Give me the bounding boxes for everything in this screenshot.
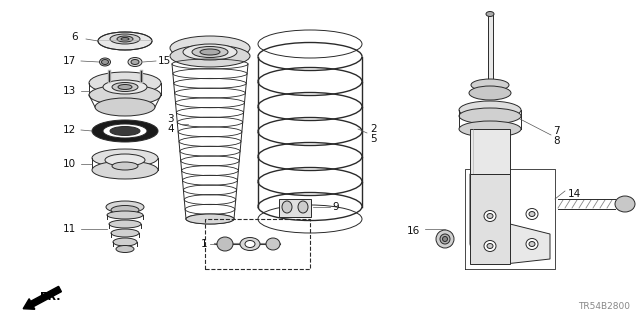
- Ellipse shape: [131, 60, 139, 64]
- Text: 4: 4: [167, 124, 173, 134]
- Text: 11: 11: [63, 224, 76, 234]
- FancyArrow shape: [23, 286, 61, 309]
- Bar: [470, 129, 510, 174]
- Ellipse shape: [116, 246, 134, 253]
- Ellipse shape: [183, 44, 237, 60]
- Text: 17: 17: [63, 56, 76, 66]
- Ellipse shape: [615, 196, 635, 212]
- Ellipse shape: [459, 108, 521, 124]
- Ellipse shape: [92, 161, 158, 179]
- Text: 13: 13: [63, 86, 76, 96]
- Bar: [205, 219, 310, 269]
- Text: TR54B2800: TR54B2800: [578, 302, 630, 311]
- Ellipse shape: [484, 241, 496, 251]
- Ellipse shape: [217, 237, 233, 251]
- Ellipse shape: [113, 238, 137, 246]
- Ellipse shape: [170, 36, 250, 60]
- Ellipse shape: [109, 220, 141, 228]
- Bar: [488, 14, 493, 91]
- Text: 10: 10: [63, 159, 76, 169]
- Ellipse shape: [266, 238, 280, 250]
- Ellipse shape: [440, 234, 450, 244]
- Ellipse shape: [112, 83, 138, 92]
- Ellipse shape: [110, 34, 140, 44]
- Ellipse shape: [200, 49, 220, 55]
- Polygon shape: [470, 174, 550, 264]
- Ellipse shape: [110, 127, 140, 136]
- Text: 9: 9: [332, 202, 339, 212]
- Text: 8: 8: [553, 136, 559, 146]
- Ellipse shape: [170, 45, 250, 67]
- Ellipse shape: [487, 243, 493, 249]
- Ellipse shape: [471, 79, 509, 91]
- Ellipse shape: [128, 57, 142, 66]
- Ellipse shape: [95, 98, 155, 116]
- Ellipse shape: [89, 85, 161, 105]
- Ellipse shape: [117, 36, 133, 42]
- Bar: [470, 174, 510, 264]
- Ellipse shape: [111, 205, 139, 214]
- Text: 12: 12: [63, 125, 76, 135]
- Bar: [279, 199, 311, 217]
- Text: 14: 14: [568, 189, 581, 199]
- Ellipse shape: [121, 38, 129, 41]
- Ellipse shape: [92, 120, 158, 142]
- Ellipse shape: [469, 86, 511, 100]
- Ellipse shape: [92, 149, 158, 167]
- Text: 6: 6: [71, 32, 77, 42]
- Text: FR.: FR.: [40, 292, 61, 302]
- Ellipse shape: [459, 101, 521, 119]
- Text: 15: 15: [158, 56, 172, 66]
- Ellipse shape: [118, 85, 132, 90]
- Ellipse shape: [106, 201, 144, 213]
- Ellipse shape: [298, 201, 308, 213]
- Ellipse shape: [529, 211, 535, 217]
- Ellipse shape: [107, 211, 143, 219]
- Ellipse shape: [282, 201, 292, 213]
- Text: 16: 16: [407, 226, 420, 236]
- Ellipse shape: [459, 121, 521, 137]
- Ellipse shape: [442, 236, 447, 241]
- Ellipse shape: [99, 58, 111, 66]
- Ellipse shape: [89, 72, 161, 94]
- Ellipse shape: [111, 229, 139, 237]
- Ellipse shape: [240, 238, 260, 250]
- Ellipse shape: [105, 154, 145, 166]
- Ellipse shape: [112, 162, 138, 170]
- Text: 2: 2: [370, 124, 376, 134]
- Ellipse shape: [192, 47, 228, 57]
- Text: 5: 5: [370, 134, 376, 144]
- Ellipse shape: [529, 241, 535, 247]
- Ellipse shape: [487, 213, 493, 219]
- Text: 7: 7: [553, 126, 559, 136]
- Ellipse shape: [245, 241, 255, 248]
- Ellipse shape: [526, 239, 538, 249]
- Ellipse shape: [103, 80, 147, 94]
- Text: 1: 1: [201, 239, 207, 249]
- Text: 3: 3: [167, 114, 173, 124]
- Ellipse shape: [103, 124, 147, 138]
- Ellipse shape: [102, 60, 109, 64]
- Ellipse shape: [186, 214, 234, 224]
- Ellipse shape: [526, 209, 538, 219]
- Ellipse shape: [484, 211, 496, 221]
- Ellipse shape: [486, 11, 494, 17]
- Ellipse shape: [436, 230, 454, 248]
- Ellipse shape: [98, 32, 152, 50]
